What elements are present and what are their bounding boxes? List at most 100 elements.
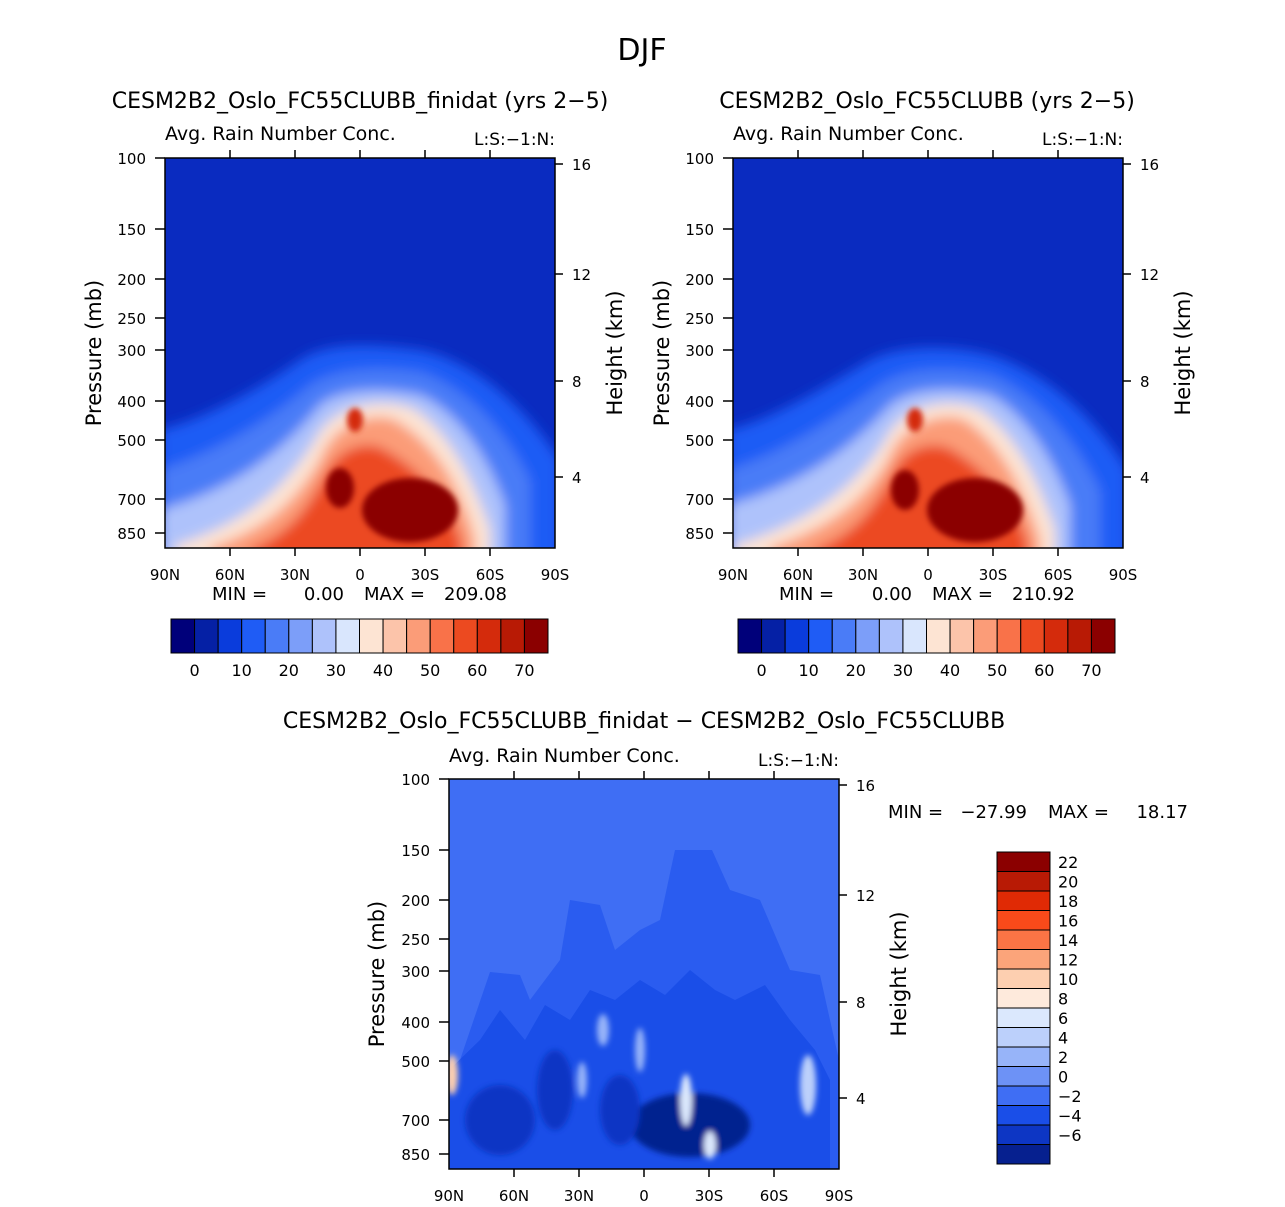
y2-tick-label: 8 <box>572 373 582 391</box>
panel-3-region-light-2 <box>577 1062 587 1098</box>
colorbar-swatch <box>996 968 1051 989</box>
colorbar-swatch <box>335 618 360 654</box>
panel-3-y2-ticks: 16 12 8 4 <box>856 777 875 1108</box>
panel-2-y2label: Height (km) <box>1171 290 1195 415</box>
panel-1-colorbar: 0 10 20 30 40 50 60 70 <box>170 618 549 680</box>
y2-tick-label: 12 <box>856 887 875 905</box>
colorbar-label: 4 <box>1058 1028 1068 1047</box>
panel-3-max-label: MAX = <box>1048 802 1109 823</box>
y-tick-label: 100 <box>401 771 430 789</box>
colorbar-swatch <box>241 618 266 654</box>
y-tick-label: 200 <box>401 892 430 910</box>
colorbar-swatch <box>996 1066 1051 1087</box>
colorbar-label: 10 <box>1058 970 1078 989</box>
colorbar-label: −2 <box>1058 1087 1082 1106</box>
panel-1-min-label: MIN = <box>212 584 267 605</box>
colorbar-swatch <box>1043 618 1069 654</box>
colorbar-label: 40 <box>373 661 393 680</box>
panel-3-ylabel: Pressure (mb) <box>365 901 389 1048</box>
panel-1-max-value: 209.08 <box>444 584 507 605</box>
colorbar-swatch <box>761 618 786 654</box>
y-tick-label: 700 <box>685 491 714 509</box>
x-tick-label: 60S <box>1044 566 1073 584</box>
panel-2-core-1 <box>927 478 1023 542</box>
panel-1-min-value: 0.00 <box>304 584 344 605</box>
colorbar-swatch <box>359 618 384 654</box>
x-tick-label: 30N <box>848 566 878 584</box>
panel-1-field <box>165 158 555 548</box>
x-tick-label: 60N <box>499 1187 529 1205</box>
colorbar-swatch <box>949 618 975 654</box>
colorbar-label: 20 <box>279 661 299 680</box>
x-tick-label: 90S <box>1109 566 1138 584</box>
colorbar-swatch <box>996 618 1022 654</box>
panel-2-max-label: MAX = <box>932 584 993 605</box>
colorbar-swatch <box>523 618 549 654</box>
y-tick-label: 400 <box>685 393 714 411</box>
panel-2-subtitle: Avg. Rain Number Conc. <box>733 123 964 145</box>
y-tick-label: 150 <box>117 221 146 239</box>
panel-3-region-light-5 <box>800 1055 816 1115</box>
colorbar-swatch <box>382 618 408 654</box>
panel-2-min-value: 0.00 <box>872 584 912 605</box>
y-tick-label: 500 <box>401 1053 430 1071</box>
panel-3-region-dark-4 <box>600 1075 640 1145</box>
panel-1-y-ticks: 100 150 200 250 300 400 500 700 850 <box>117 150 146 543</box>
colorbar-swatch <box>737 618 763 654</box>
y-tick-label: 200 <box>685 271 714 289</box>
y2-tick-label: 4 <box>1140 469 1150 487</box>
panel-3-min-label: MIN = <box>888 802 943 823</box>
colorbar-label: 50 <box>420 661 440 680</box>
colorbar-swatch <box>784 618 810 654</box>
colorbar-label: 16 <box>1058 911 1078 930</box>
panel-1-title: CESM2B2_Oslo_FC55CLUBB_finidat (yrs 2−5) <box>112 89 609 114</box>
colorbar-label: 70 <box>1081 661 1101 680</box>
y-tick-label: 850 <box>401 1146 430 1164</box>
colorbar-swatch <box>996 1085 1051 1106</box>
y2-tick-label: 16 <box>856 777 875 795</box>
panel-3-y-ticks: 100 150 200 250 300 400 500 700 850 <box>401 771 430 1164</box>
panel-3-region-dark-3 <box>537 1050 573 1130</box>
colorbar-label: 2 <box>1058 1048 1068 1067</box>
y-tick-label: 300 <box>685 342 714 360</box>
colorbar-label: 22 <box>1058 853 1078 872</box>
panel-3-max-value: 18.17 <box>1136 802 1188 823</box>
y-tick-label: 850 <box>117 525 146 543</box>
colorbar-swatch <box>878 618 904 654</box>
colorbar-label: 10 <box>799 661 819 680</box>
colorbar-label: 0 <box>756 661 766 680</box>
colorbar-swatch <box>996 988 1051 1009</box>
panel-1-core-1 <box>362 478 458 542</box>
colorbar-label: 14 <box>1058 931 1078 950</box>
colorbar-label: 30 <box>893 661 913 680</box>
panel-1-y2label: Height (km) <box>603 290 627 415</box>
y-tick-label: 150 <box>401 842 430 860</box>
panel-3-corner-label: L:S:−1:N: <box>758 751 839 771</box>
panel-1-y2-ticks: 16 12 8 4 <box>572 156 591 487</box>
colorbar-label: 20 <box>846 661 866 680</box>
colorbar-swatch <box>1090 618 1116 654</box>
x-tick-label: 30S <box>979 566 1008 584</box>
y-tick-label: 250 <box>685 310 714 328</box>
panel-2-core-3 <box>907 408 923 432</box>
colorbar-swatch <box>1020 618 1045 654</box>
colorbar-label: 0 <box>189 661 199 680</box>
x-tick-label: 90S <box>541 566 570 584</box>
colorbar-swatch <box>1067 618 1092 654</box>
panel-3-field <box>449 779 839 1169</box>
colorbar-swatch <box>996 949 1051 970</box>
colorbar-swatch <box>996 1046 1051 1067</box>
panel-2-corner-label: L:S:−1:N: <box>1042 130 1123 150</box>
panel-3-region-dark-2 <box>465 1085 535 1155</box>
panel-1-x-ticks: 90N 60N 30N 0 30S 60S 90S <box>150 566 569 584</box>
colorbar-label: 18 <box>1058 892 1078 911</box>
panel-2: CESM2B2_Oslo_FC55CLUBB (yrs 2−5) Avg. Ra… <box>650 89 1195 680</box>
colorbar-swatch <box>996 1124 1051 1145</box>
panel-3-min-value: −27.99 <box>960 802 1027 823</box>
x-tick-label: 60N <box>215 566 245 584</box>
colorbar-label: 30 <box>326 661 346 680</box>
colorbar-label: 8 <box>1058 989 1068 1008</box>
panel-2-y-ticks: 100 150 200 250 300 400 500 700 850 <box>685 150 714 543</box>
